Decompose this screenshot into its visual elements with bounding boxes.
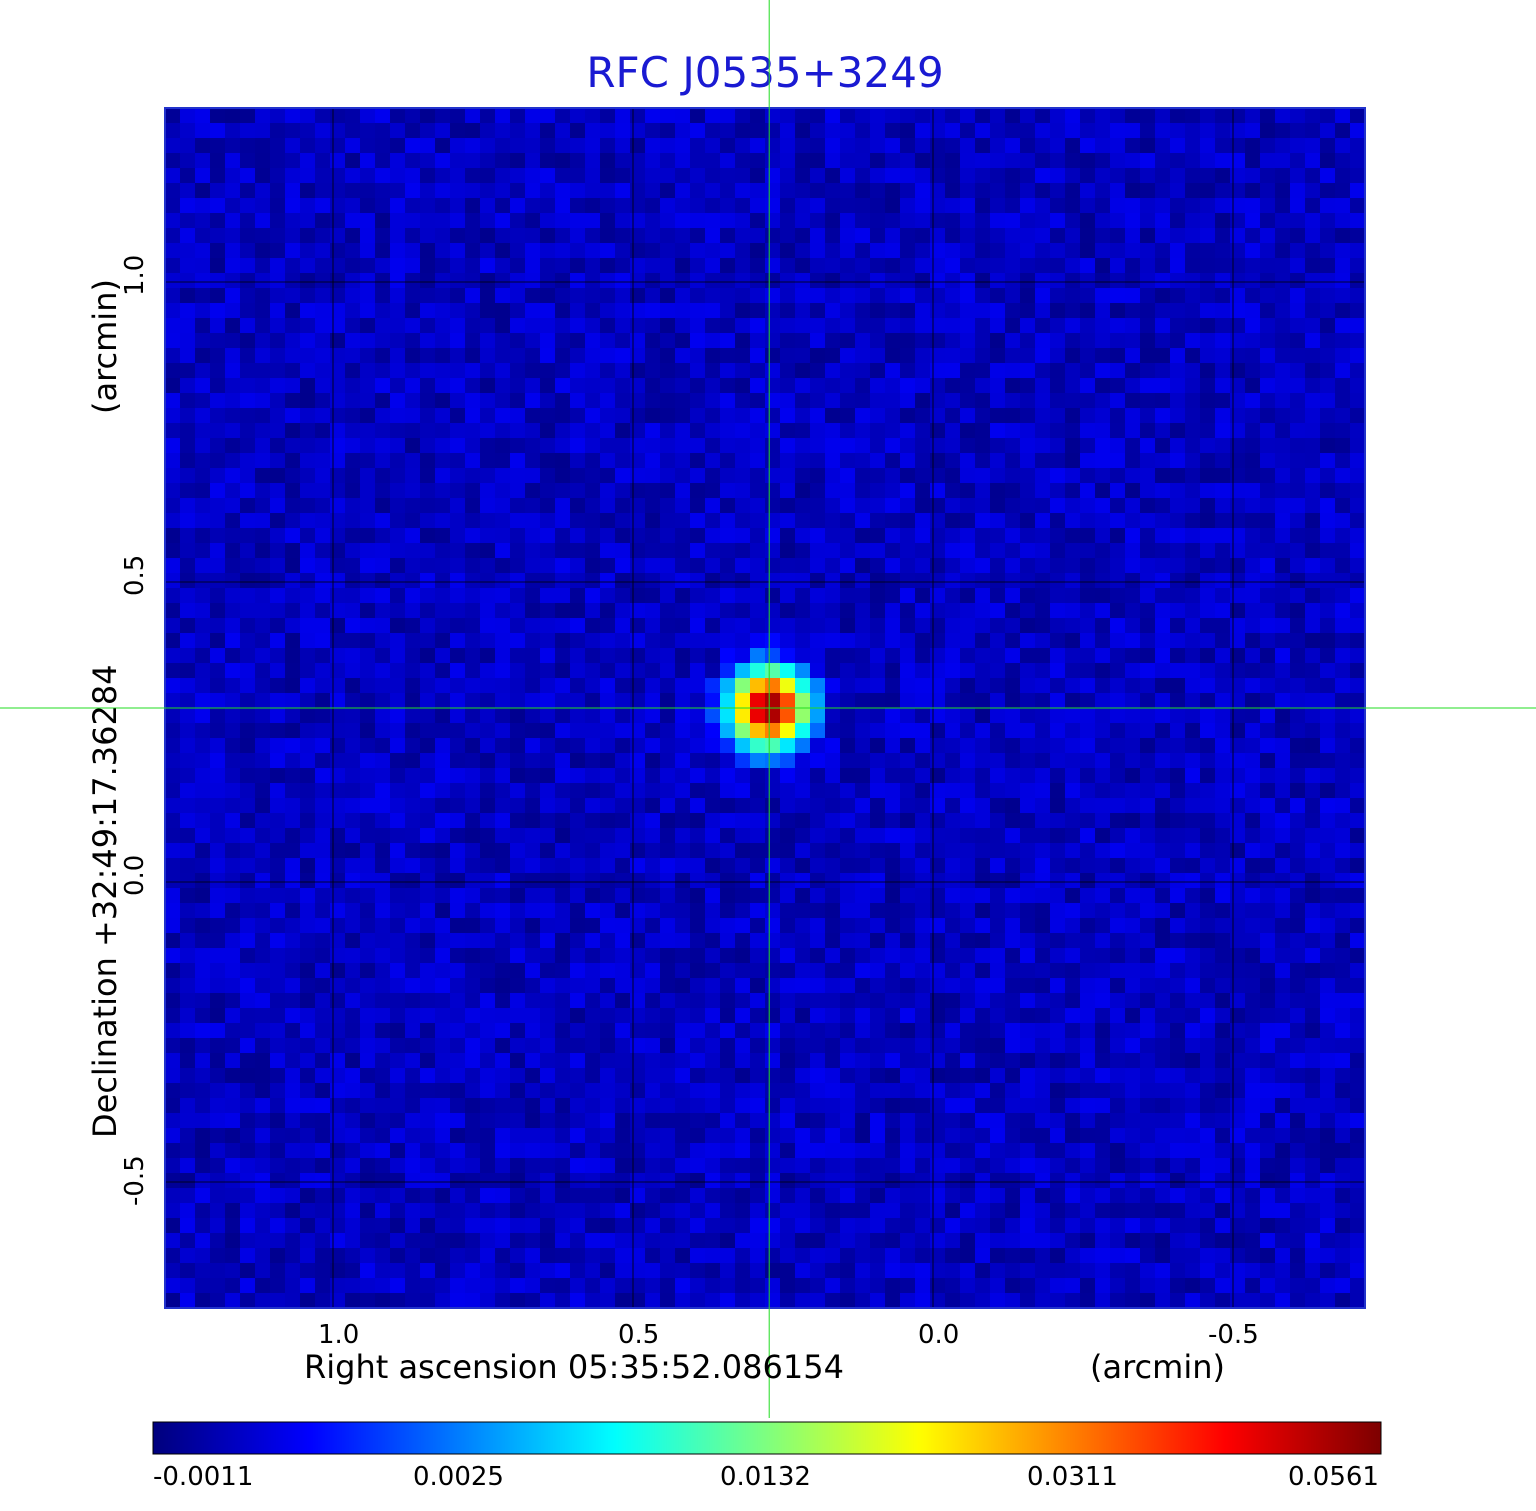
y-tick-label: -0.5 bbox=[120, 1155, 150, 1206]
y-axis-label: Declination +32:49:17.36284 bbox=[86, 664, 124, 1138]
x-axis-label: Right ascension 05:35:52.086154 bbox=[304, 1348, 844, 1386]
x-tick-label: 1.0 bbox=[318, 1320, 360, 1350]
colorbar-tick-label: 0.0311 bbox=[1027, 1462, 1118, 1492]
y-tick-label: 0.0 bbox=[120, 854, 150, 896]
grid-lines-y bbox=[165, 281, 1365, 1183]
crosshair bbox=[0, 0, 1536, 1418]
y-axis-unit: (arcmin) bbox=[86, 279, 124, 414]
colorbar-tick-label: -0.0011 bbox=[153, 1462, 254, 1492]
x-tick-label: -0.5 bbox=[1208, 1320, 1259, 1350]
x-tick-label: 0.0 bbox=[918, 1320, 960, 1350]
colorbar-gradient bbox=[153, 1422, 1381, 1454]
y-tick-label: 1.0 bbox=[120, 254, 150, 296]
colorbar-tick-label: 0.0025 bbox=[413, 1462, 504, 1492]
colorbar-tick-label: 0.0132 bbox=[720, 1462, 811, 1492]
y-tick-label: 0.5 bbox=[120, 554, 150, 596]
x-axis-unit: (arcmin) bbox=[1090, 1348, 1225, 1386]
x-tick-label: 0.5 bbox=[618, 1320, 660, 1350]
colorbar-frame bbox=[152, 1421, 1382, 1455]
colorbar-tick-label: 0.0561 bbox=[1288, 1462, 1379, 1492]
chart-title: RFC J0535+3249 bbox=[586, 48, 944, 97]
